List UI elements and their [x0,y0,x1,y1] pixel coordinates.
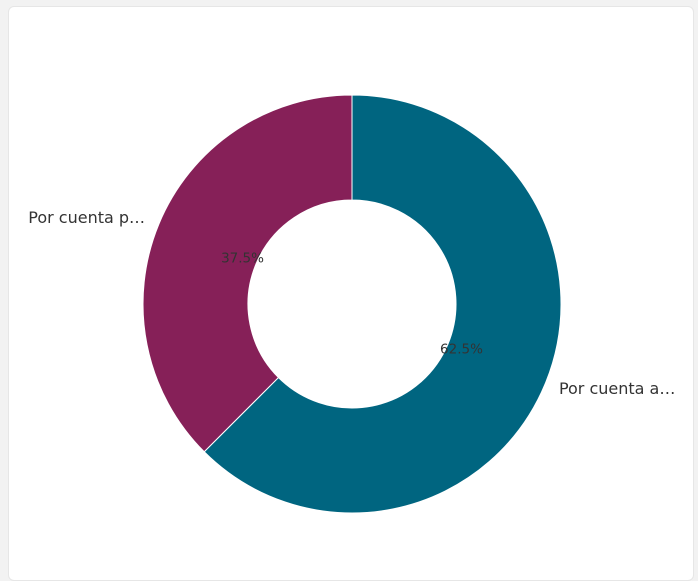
slices-group [142,94,562,514]
labels-group: 62.5% Por cuenta a… 37.5% Por cuenta p… [28,208,675,398]
slice-2-category-label: Por cuenta p… [28,208,145,227]
slice-1-value-label: 62.5% [440,341,483,357]
slice-2-value-label: 37.5% [221,251,264,267]
slice-1[interactable] [203,94,562,514]
slice-2[interactable] [142,94,353,453]
slice-1-category-label: Por cuenta a… [559,379,675,398]
